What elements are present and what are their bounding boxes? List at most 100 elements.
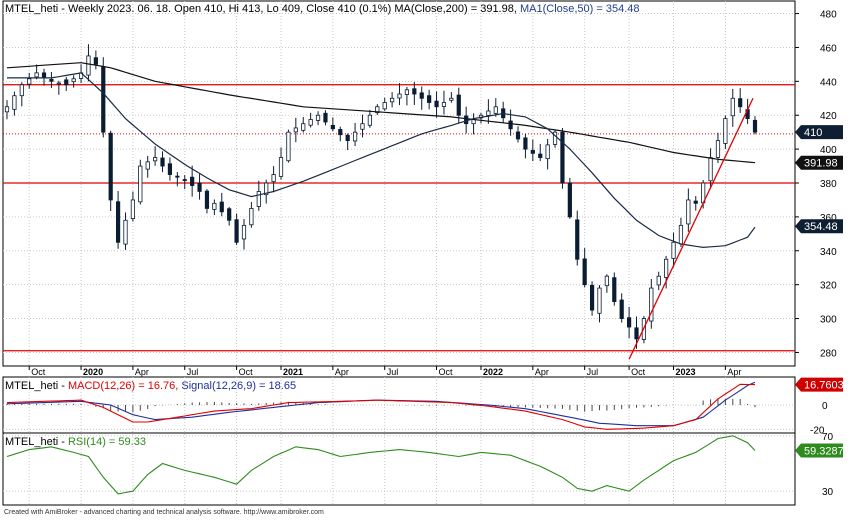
x-tick-label: Oct [439, 367, 454, 377]
y-tick-label: 440 [820, 77, 837, 88]
candle-body [493, 106, 498, 114]
ma50-value-label-box [795, 219, 843, 234]
candle-body [145, 161, 150, 170]
candle-body [204, 190, 210, 209]
candle-body [530, 150, 535, 154]
candle-body [693, 200, 698, 204]
candle-body [123, 219, 128, 245]
candle-body [723, 118, 728, 144]
rsi-header-prefix: MTEL_heti - [5, 436, 68, 448]
candle-body [456, 94, 461, 116]
candle-body [212, 202, 217, 210]
candle-body [49, 79, 54, 82]
x-tick-label: Apr [135, 367, 149, 377]
ma200-header-label: MA(Close,200) = 391.98, [394, 3, 520, 15]
candle-body [345, 134, 350, 142]
macd-header-prefix: MTEL_heti - [5, 380, 68, 392]
rsi-value-label-box [795, 443, 843, 458]
candle-body [27, 78, 32, 85]
x-tick-label: Jul [587, 367, 599, 377]
candle-body [278, 157, 284, 177]
candle-body [4, 106, 10, 113]
y-tick-label: 380 [820, 179, 837, 190]
candle-body [441, 102, 447, 107]
candle-body [752, 119, 758, 133]
candle-body [190, 176, 195, 186]
x-tick-label: 2021 [283, 367, 303, 377]
candle-body [138, 165, 143, 203]
candle-body [227, 208, 232, 221]
candle-body [293, 127, 298, 133]
candle-body [449, 97, 454, 101]
candle-body [182, 179, 187, 181]
rsi-pane-frame [2, 432, 796, 506]
candle-body [352, 131, 358, 142]
candle-body [626, 317, 632, 328]
candle-body [323, 112, 328, 123]
close-value-label-box [795, 125, 843, 140]
candle-body [523, 137, 528, 150]
x-tick-label: 2022 [483, 367, 503, 377]
x-tick-label: 2023 [676, 367, 696, 377]
macd-value-label-box [795, 377, 843, 392]
y-tick-label: 460 [820, 43, 837, 54]
candle-body [286, 131, 291, 162]
x-tick-label: Jul [187, 367, 199, 377]
candle-body [508, 120, 513, 130]
macd-line [6, 383, 756, 430]
candle-body [315, 114, 321, 121]
candle-body [708, 157, 713, 182]
candle-body [360, 123, 365, 130]
y-tick-label: 300 [820, 315, 837, 326]
close-value-label: 410 [804, 127, 822, 139]
y-tick-label: 360 [820, 213, 837, 224]
candle-body [338, 129, 343, 136]
candle-body [34, 72, 39, 78]
candle-body [390, 97, 395, 103]
candle-body [464, 115, 469, 125]
rsi-y-tick-label: 70 [822, 432, 834, 443]
candle-body [634, 327, 639, 340]
candle-body [597, 287, 602, 314]
candle-body [130, 199, 136, 219]
macd-value-label: 16.7603 [804, 380, 844, 392]
x-tick-label: Apr [535, 367, 549, 377]
candle-body [552, 131, 558, 145]
macd-y-tick-label: 0 [822, 401, 828, 412]
ma50-header-label: MA1(Close,50) = 354.48 [520, 3, 640, 15]
candle-body [671, 241, 676, 259]
candle-body [197, 182, 202, 192]
candle-body [56, 82, 61, 85]
x-tick-label: Apr [335, 367, 349, 377]
candle-body [730, 97, 735, 117]
candle-body [612, 277, 617, 303]
candle-body [256, 191, 261, 207]
candle-body [249, 208, 254, 226]
candle-body [419, 92, 424, 99]
ma200-value-label-box [795, 155, 843, 170]
candle-body [649, 287, 654, 322]
candle-body [619, 299, 624, 319]
candle-body [64, 79, 69, 86]
candle-body [664, 258, 669, 278]
candle-body [382, 102, 387, 110]
x-tick-label: Oct [31, 367, 46, 377]
candle-body [219, 201, 224, 213]
price-pane-header: MTEL_heti - Weekly 2023. 06. 18. Open 41… [5, 3, 640, 15]
ma50-value-label: 354.48 [804, 221, 838, 233]
candle-body [545, 144, 550, 160]
candle-body [41, 72, 47, 78]
x-tick-label: Oct [631, 367, 646, 377]
candle-body [264, 182, 269, 196]
rsi-pane-header: MTEL_heti - RSI(14) = 59.33 [5, 436, 146, 448]
candle-body [160, 157, 165, 167]
y-tick-label: 280 [820, 348, 837, 359]
candle-body [12, 95, 17, 110]
ma50-line [7, 72, 756, 249]
y-tick-label: 340 [820, 247, 837, 258]
candle-body [101, 66, 106, 133]
candle-body [330, 124, 335, 130]
candle-body [538, 153, 543, 158]
candle-body [589, 284, 595, 311]
ma200-line [6, 62, 756, 164]
